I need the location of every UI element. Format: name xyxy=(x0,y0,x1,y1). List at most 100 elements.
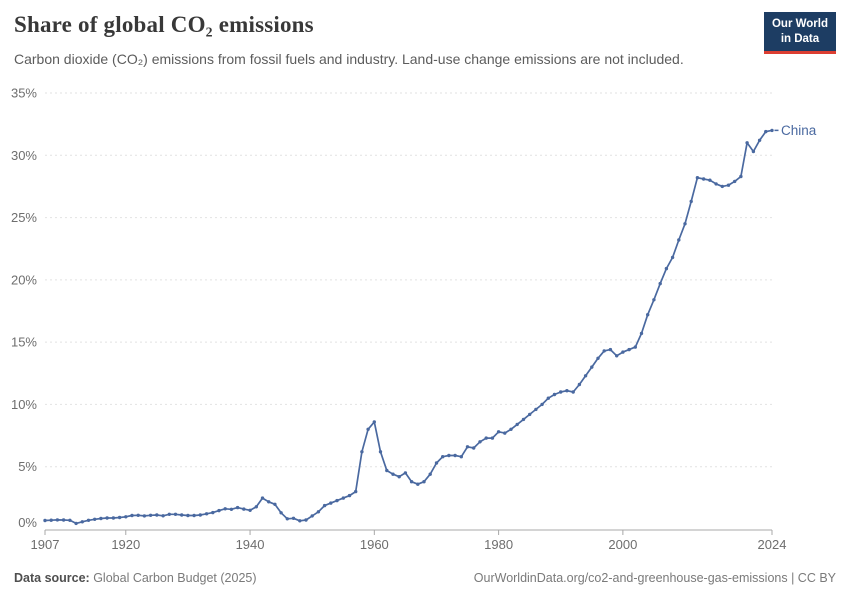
data-point[interactable] xyxy=(68,518,72,522)
data-point[interactable] xyxy=(148,513,153,517)
data-point[interactable] xyxy=(136,513,140,517)
data-point[interactable] xyxy=(565,389,569,393)
data-point[interactable] xyxy=(571,390,575,394)
data-point[interactable] xyxy=(80,520,85,524)
data-point[interactable] xyxy=(708,178,712,182)
data-point[interactable] xyxy=(441,455,445,459)
data-point[interactable] xyxy=(757,138,762,142)
data-point[interactable] xyxy=(329,501,333,505)
data-point[interactable] xyxy=(366,427,370,431)
data-point[interactable] xyxy=(677,238,681,242)
data-point[interactable] xyxy=(664,266,669,271)
data-point[interactable] xyxy=(397,475,401,479)
data-point[interactable] xyxy=(354,489,358,494)
data-point[interactable] xyxy=(639,331,644,336)
data-point[interactable] xyxy=(689,199,693,204)
data-point[interactable] xyxy=(105,516,109,520)
data-point[interactable] xyxy=(273,502,277,506)
data-point[interactable] xyxy=(528,412,532,417)
data-point[interactable] xyxy=(608,347,613,352)
data-point[interactable] xyxy=(235,505,240,510)
data-point[interactable] xyxy=(49,518,53,522)
data-point[interactable] xyxy=(646,313,650,317)
data-point[interactable] xyxy=(422,480,426,484)
data-point[interactable] xyxy=(714,182,718,186)
data-point[interactable] xyxy=(173,512,178,516)
data-point[interactable] xyxy=(117,515,122,520)
data-point[interactable] xyxy=(229,507,234,511)
data-point[interactable] xyxy=(695,176,700,180)
data-point[interactable] xyxy=(459,455,463,459)
data-point[interactable] xyxy=(627,347,631,352)
data-point[interactable] xyxy=(198,513,202,517)
data-point[interactable] xyxy=(683,222,687,226)
data-point[interactable] xyxy=(285,517,289,521)
data-point[interactable] xyxy=(291,516,296,520)
data-point[interactable] xyxy=(503,431,507,435)
data-point[interactable] xyxy=(726,183,731,187)
data-point[interactable] xyxy=(403,471,408,475)
data-point[interactable] xyxy=(633,345,637,349)
data-point[interactable] xyxy=(615,354,619,358)
data-point[interactable] xyxy=(254,505,258,509)
data-point[interactable] xyxy=(733,179,737,184)
data-point[interactable] xyxy=(267,500,271,504)
data-point[interactable] xyxy=(453,453,457,458)
data-point[interactable] xyxy=(739,174,743,179)
data-point[interactable] xyxy=(167,512,171,516)
data-point[interactable] xyxy=(658,281,662,286)
data-point[interactable] xyxy=(124,515,128,519)
data-point[interactable] xyxy=(43,518,47,523)
data-point[interactable] xyxy=(279,511,283,515)
data-point[interactable] xyxy=(385,468,389,473)
data-point[interactable] xyxy=(546,396,550,400)
data-point[interactable] xyxy=(111,516,116,520)
data-point[interactable] xyxy=(416,482,420,486)
data-point[interactable] xyxy=(621,350,625,354)
data-point[interactable] xyxy=(223,507,227,511)
data-point[interactable] xyxy=(577,382,582,387)
data-point[interactable] xyxy=(74,521,78,526)
data-point[interactable] xyxy=(155,513,159,517)
data-point[interactable] xyxy=(484,436,488,440)
data-point[interactable] xyxy=(540,402,544,407)
data-point[interactable] xyxy=(260,496,265,500)
series-label-china[interactable]: China xyxy=(781,123,817,138)
data-point[interactable] xyxy=(248,508,252,512)
data-point[interactable] xyxy=(751,149,756,154)
data-point[interactable] xyxy=(720,184,724,189)
data-point[interactable] xyxy=(335,498,339,503)
data-point[interactable] xyxy=(341,496,345,500)
data-point[interactable] xyxy=(534,407,538,412)
data-point[interactable] xyxy=(298,519,302,523)
owid-logo[interactable]: Our World in Data xyxy=(763,12,836,54)
data-point[interactable] xyxy=(86,518,91,522)
footer-link[interactable]: OurWorldinData.org/co2-and-greenhouse-ga… xyxy=(473,571,788,585)
data-point[interactable] xyxy=(130,513,134,518)
data-point[interactable] xyxy=(559,390,563,394)
data-point[interactable] xyxy=(316,510,321,514)
data-point[interactable] xyxy=(583,374,588,378)
data-point[interactable] xyxy=(496,430,501,434)
data-point[interactable] xyxy=(745,141,749,145)
data-point[interactable] xyxy=(670,255,675,260)
data-point[interactable] xyxy=(596,356,600,360)
data-point[interactable] xyxy=(764,129,768,134)
data-point[interactable] xyxy=(310,514,314,518)
data-point[interactable] xyxy=(378,450,383,454)
data-point[interactable] xyxy=(211,510,215,515)
data-point[interactable] xyxy=(490,436,495,440)
data-point[interactable] xyxy=(391,472,395,476)
data-point[interactable] xyxy=(304,518,308,522)
data-point[interactable] xyxy=(515,422,519,427)
data-point[interactable] xyxy=(509,427,513,431)
data-point[interactable] xyxy=(192,513,196,518)
data-point[interactable] xyxy=(322,503,327,508)
data-point[interactable] xyxy=(360,450,364,454)
data-point[interactable] xyxy=(186,513,190,518)
data-point[interactable] xyxy=(428,472,432,476)
data-point[interactable] xyxy=(161,514,165,518)
data-point[interactable] xyxy=(602,349,606,353)
data-point[interactable] xyxy=(701,177,706,181)
